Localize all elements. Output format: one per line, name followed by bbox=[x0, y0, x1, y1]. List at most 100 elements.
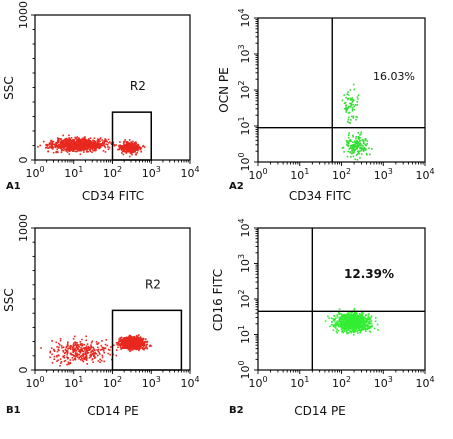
panel-a1-event-point bbox=[58, 138, 61, 140]
panel-b1-event-point bbox=[65, 346, 67, 349]
panel-b1-event-point bbox=[143, 348, 145, 351]
panel-a2-event-point bbox=[349, 105, 352, 108]
panel-a1-event-point bbox=[50, 139, 52, 142]
panel-b1-event-point bbox=[101, 356, 104, 359]
panel-b1-event-point bbox=[132, 341, 134, 343]
panel-a2-event-point bbox=[360, 149, 363, 152]
panel-a1-event-point bbox=[79, 144, 81, 146]
panel-b2-event-point bbox=[343, 316, 346, 318]
panel-a1-event-point bbox=[59, 142, 62, 145]
panel-b2-event-point bbox=[350, 314, 353, 317]
panel-b1-event-point bbox=[94, 352, 96, 355]
panel-b2-event-point bbox=[337, 329, 340, 332]
panel-a2-event-point bbox=[348, 121, 350, 124]
panel-b2-x-tick-label: 102 bbox=[332, 375, 351, 390]
panel-b2-event-point bbox=[342, 327, 345, 329]
panel-b1-event-point bbox=[103, 351, 106, 354]
panel-a1-event-point bbox=[125, 151, 127, 153]
panel-a1-event-point bbox=[130, 143, 133, 146]
panel-b1-event-point bbox=[106, 344, 109, 347]
panel-b1-event-point bbox=[133, 345, 136, 347]
panel-b1-event-point bbox=[138, 347, 140, 349]
panel-a1-event-point bbox=[72, 144, 75, 147]
panel-b2-event-point bbox=[375, 317, 377, 319]
panel-b1-event-point bbox=[91, 349, 94, 352]
panel-b1-event-point bbox=[50, 347, 53, 349]
panel-a2-event-point bbox=[356, 101, 359, 103]
panel-b2-event-point bbox=[337, 312, 340, 314]
panel-b1-event-point bbox=[69, 345, 72, 348]
panel-b1-event-point bbox=[90, 351, 92, 353]
panel-b1-event-point bbox=[136, 341, 139, 344]
panel-b1-event-point bbox=[65, 349, 68, 352]
panel-b1-event-point bbox=[67, 341, 69, 343]
panel-a1-event-point bbox=[132, 140, 134, 143]
panel-a1-event-point bbox=[132, 149, 134, 151]
panel-a2-event-point bbox=[359, 134, 361, 136]
panel-b2-event-point bbox=[342, 320, 344, 323]
panel-a1-event-point bbox=[70, 143, 73, 145]
panel-a1-event-point bbox=[107, 148, 110, 151]
panel-b1-event-point bbox=[122, 342, 125, 345]
panel-b1-event-point bbox=[141, 340, 144, 343]
panel-b1-event-point bbox=[90, 341, 93, 344]
panel-b1-event-point bbox=[149, 344, 152, 347]
panel-b2-event-point bbox=[349, 319, 351, 322]
panel-a2-event-point bbox=[349, 89, 352, 91]
panel-b2-event-point bbox=[370, 322, 372, 325]
panel-b1-event-point bbox=[138, 344, 141, 347]
panel-b1-event-point bbox=[96, 343, 98, 345]
panel-a1-event-point bbox=[78, 144, 81, 146]
panel-a1-event-point bbox=[86, 145, 89, 147]
panel-b1-event-point bbox=[82, 347, 85, 349]
panel-b1-event-point bbox=[76, 342, 78, 344]
panel-a1-event-point bbox=[39, 144, 41, 147]
panel-a1-event-point bbox=[89, 139, 91, 142]
panel-b1-event-point bbox=[74, 343, 77, 346]
panel-a1-event-point bbox=[76, 136, 79, 138]
panel-a1-event-point bbox=[126, 142, 128, 144]
panel-a1-event-point bbox=[79, 153, 82, 156]
panel-b2-event-point bbox=[345, 314, 347, 317]
panel-b1-event-point bbox=[70, 353, 72, 356]
panel-a1-event-point bbox=[63, 147, 66, 149]
panel-a1-event-point bbox=[99, 143, 101, 145]
panel-b2-event-point bbox=[363, 322, 366, 324]
panel-b2-event-point bbox=[355, 315, 358, 317]
panel-a1-event-point bbox=[102, 144, 104, 147]
panel-a2-event-point bbox=[352, 155, 355, 158]
panel-a1-event-point bbox=[126, 144, 128, 146]
panel-b1-event-point bbox=[137, 339, 140, 342]
panel-b2-event-point bbox=[349, 317, 351, 320]
panel-b2-y-tick-label: 100 bbox=[237, 360, 252, 379]
panel-a2-event-point bbox=[349, 140, 351, 142]
panel-a2-event-point bbox=[362, 150, 365, 152]
panel-a1-event-point bbox=[68, 144, 71, 147]
panel-b2-event-point bbox=[347, 312, 350, 314]
panel-a1-event-point bbox=[118, 144, 121, 147]
panel-a2-event-point bbox=[356, 116, 358, 118]
panel-b2-event-point bbox=[360, 325, 363, 327]
panel-a1-event-point bbox=[78, 141, 81, 143]
panel-b2-event-point bbox=[350, 318, 352, 320]
panel-b2-event-point bbox=[332, 318, 334, 320]
panel-a1-event-point bbox=[59, 146, 61, 148]
panel-a2-event-point bbox=[363, 147, 366, 149]
panel-a1-event-point bbox=[74, 150, 77, 153]
panel-a1-event-point bbox=[61, 143, 64, 145]
panel-b1-event-point bbox=[109, 349, 111, 351]
panel-a1-event-point bbox=[91, 142, 94, 144]
panel-b1-event-point bbox=[79, 356, 82, 358]
panel-a2-event-point bbox=[347, 134, 350, 136]
panel-b1-event-point bbox=[85, 359, 88, 361]
panel-a1-event-point bbox=[96, 139, 99, 142]
panel-a2-event-point bbox=[341, 99, 344, 102]
panel-a1-event-point bbox=[71, 144, 73, 146]
panel-b1-event-point bbox=[122, 337, 125, 340]
panel-a1-event-point bbox=[96, 145, 98, 148]
panel-b1-event-point bbox=[72, 338, 75, 340]
panel-b2-event-point bbox=[352, 330, 355, 333]
panel-a1-event-point bbox=[93, 147, 95, 149]
panel-b1-event-point bbox=[57, 348, 60, 351]
